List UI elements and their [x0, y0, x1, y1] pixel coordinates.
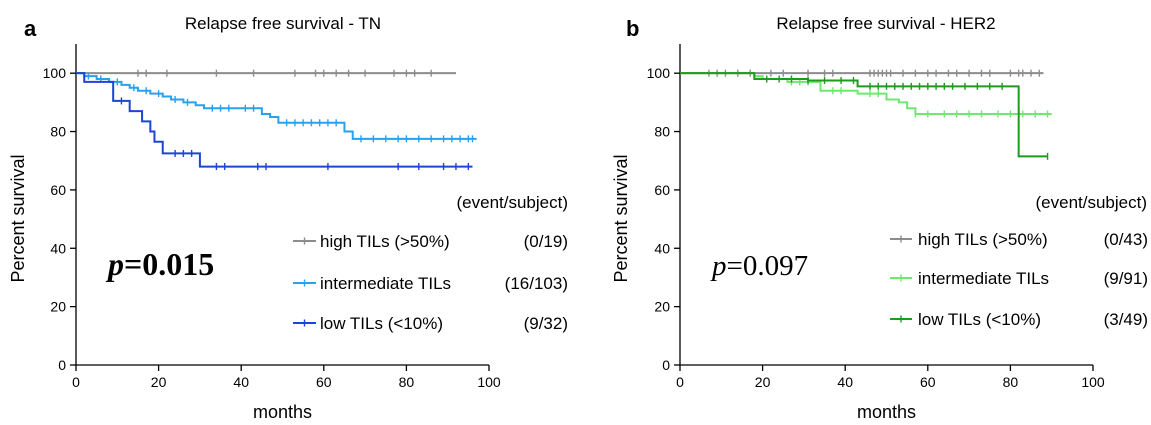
legend-counts: (0/19): [524, 232, 568, 251]
y-tick-label: 80: [654, 124, 670, 140]
legend-counts: (9/91): [1104, 269, 1148, 288]
legend-header: (event/subject): [457, 193, 569, 212]
p-value-annotation: p=0.097: [710, 250, 808, 282]
legend-counts: (3/49): [1104, 310, 1148, 329]
x-tick-label: 40: [233, 374, 249, 390]
x-tick-label: 20: [755, 374, 771, 390]
legend-counts: (16/103): [505, 274, 568, 293]
chart-title: Relapse free survival - TN: [185, 14, 381, 33]
y-tick-label: 20: [654, 299, 670, 315]
x-tick-label: 60: [920, 374, 936, 390]
y-tick-label: 40: [654, 240, 670, 256]
y-tick-label: 40: [50, 240, 66, 256]
p-symbol: p: [105, 246, 124, 282]
legend-entry: low TILs (<10%) (9/32): [293, 314, 568, 333]
x-tick-label: 100: [477, 374, 501, 390]
x-tick-label: 60: [316, 374, 332, 390]
series-0: [76, 69, 456, 77]
y-axis-label: Percent survival: [611, 154, 631, 282]
panel-a: a Relapse free survival - TN 0 20 40 60 80 100 0…: [8, 14, 568, 422]
legend-label: low TILs (<10%): [320, 314, 443, 333]
x-tick-label: 80: [1003, 374, 1019, 390]
y-axis-label: Percent survival: [8, 154, 28, 282]
y-tick-label: 0: [662, 357, 670, 373]
legend-entry: high TILs (>50%) (0/43): [890, 230, 1148, 249]
series-2: [76, 72, 473, 171]
legend-header: (event/subject): [1036, 193, 1148, 212]
panel-b: b Relapse free survival - HER2 0 20 40 60 80 10…: [611, 14, 1148, 422]
legend-label: intermediate TILs: [320, 274, 451, 293]
x-tick-label: 0: [72, 374, 80, 390]
x-axis-label: months: [253, 402, 312, 422]
y-tick-label: 60: [50, 182, 66, 198]
chart-title: Relapse free survival - HER2: [776, 14, 995, 33]
legend-entry: intermediate TILs (16/103): [293, 274, 568, 293]
x-tick-label: 40: [837, 374, 853, 390]
legend-label: intermediate TILs: [918, 269, 1049, 288]
y-tick-label: 100: [647, 65, 671, 81]
p-value-annotation: p=0.015: [105, 246, 214, 282]
series-1: [76, 72, 477, 143]
p-value: =0.097: [727, 250, 809, 282]
y-tick-label: 0: [58, 357, 66, 373]
survival-curve: [76, 72, 473, 168]
survival-curve: [680, 72, 1048, 158]
legend-entry: intermediate TILs (9/91): [890, 269, 1148, 288]
x-tick-label: 100: [1081, 374, 1105, 390]
series-1: [680, 72, 1052, 118]
survival-curve: [76, 72, 477, 140]
series-2: [680, 72, 1049, 160]
legend-counts: (9/32): [524, 314, 568, 333]
legend-label: high TILs (>50%): [320, 232, 450, 251]
legend-entry: high TILs (>50%) (0/19): [293, 232, 568, 251]
panel-letter: b: [626, 16, 639, 41]
panel-letter: a: [24, 16, 37, 41]
y-tick-label: 80: [50, 124, 66, 140]
p-symbol: p: [710, 250, 727, 282]
p-value: =0.015: [124, 246, 214, 282]
y-tick-label: 20: [50, 299, 66, 315]
legend-label: high TILs (>50%): [918, 230, 1048, 249]
x-tick-label: 80: [399, 374, 415, 390]
x-tick-label: 0: [676, 374, 684, 390]
survival-curve: [680, 72, 1052, 116]
x-tick-label: 20: [151, 374, 167, 390]
x-axis-label: months: [857, 402, 916, 422]
legend-entry: low TILs (<10%) (3/49): [890, 310, 1148, 329]
legend-counts: (0/43): [1104, 230, 1148, 249]
y-tick-label: 60: [654, 182, 670, 198]
y-tick-label: 100: [43, 65, 67, 81]
legend-label: low TILs (<10%): [918, 310, 1041, 329]
